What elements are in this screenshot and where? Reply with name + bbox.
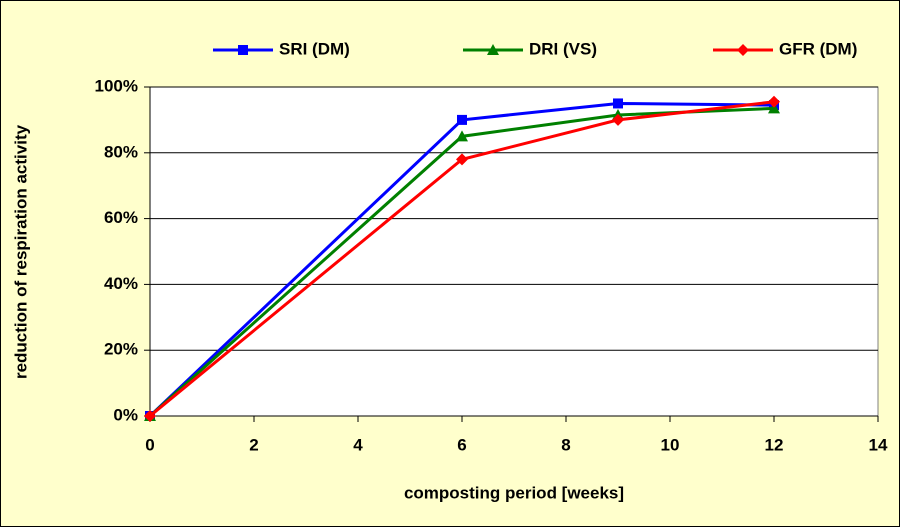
y-tick-label: 20% (104, 340, 138, 359)
y-tick-label: 0% (113, 405, 138, 424)
legend-label: GFR (DM) (779, 39, 857, 58)
y-axis-label: reduction of respiration activity (11, 124, 30, 379)
x-tick-label: 14 (869, 435, 888, 454)
x-axis-label: composting period [weeks] (404, 483, 624, 502)
marker (613, 98, 623, 109)
series-line (148, 101, 775, 418)
marker (768, 102, 780, 114)
x-tick-label: 0 (145, 435, 154, 454)
marker (612, 113, 624, 126)
x-tick-label: 12 (765, 435, 784, 454)
marker (487, 44, 499, 55)
x-tick-label: 6 (457, 435, 466, 454)
marker (768, 95, 780, 108)
marker (456, 153, 468, 166)
y-tick-label: 100% (95, 76, 138, 95)
y-tick-label: 40% (104, 274, 138, 293)
x-tick-label: 8 (561, 435, 570, 454)
legend-label: DRI (VS) (529, 39, 597, 58)
marker (457, 114, 467, 125)
x-tick-label: 4 (353, 435, 363, 454)
marker (144, 410, 156, 422)
plot-area (149, 86, 879, 417)
y-tick-label: 80% (104, 142, 138, 161)
x-tick-label: 10 (661, 435, 680, 454)
marker (737, 44, 749, 56)
x-tick-label: 2 (249, 435, 258, 454)
y-tick-label: 60% (104, 208, 138, 227)
marker (238, 45, 248, 55)
legend-label: SRI (DM) (279, 39, 350, 58)
series-line (149, 100, 775, 418)
marker (456, 130, 468, 142)
